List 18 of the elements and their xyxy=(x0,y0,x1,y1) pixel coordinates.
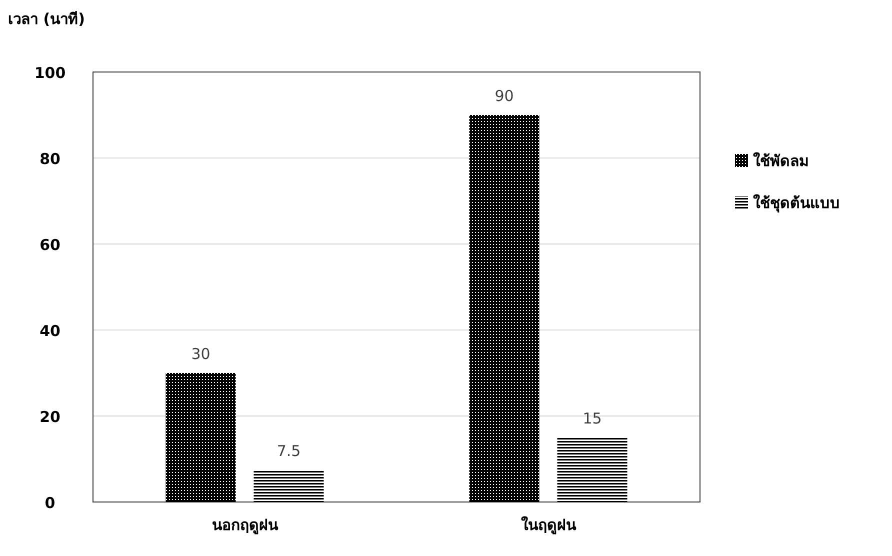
x-tick-label: ในฤดูฝน xyxy=(520,516,577,535)
bar xyxy=(166,373,236,502)
bar xyxy=(557,438,628,502)
y-tick-label: 0 xyxy=(44,494,56,512)
data-label: 30 xyxy=(191,345,210,363)
y-tick-label: 60 xyxy=(40,236,60,254)
data-label: 15 xyxy=(582,410,602,428)
data-label: 90 xyxy=(494,87,514,105)
y-tick-label: 40 xyxy=(40,322,60,340)
legend-label: ใช้ชุดต้นแบบ xyxy=(753,194,840,213)
y-tick-label: 100 xyxy=(34,64,66,82)
data-label: 7.5 xyxy=(276,442,301,460)
y-axis-title: เวลา (นาที) xyxy=(8,10,85,28)
y-tick-label: 20 xyxy=(40,408,60,426)
x-tick-label: นอกฤดูฝน xyxy=(212,516,279,535)
legend-label: ใช้พัดลม xyxy=(753,152,809,170)
y-tick-label: 80 xyxy=(40,150,60,168)
bar xyxy=(469,115,540,502)
